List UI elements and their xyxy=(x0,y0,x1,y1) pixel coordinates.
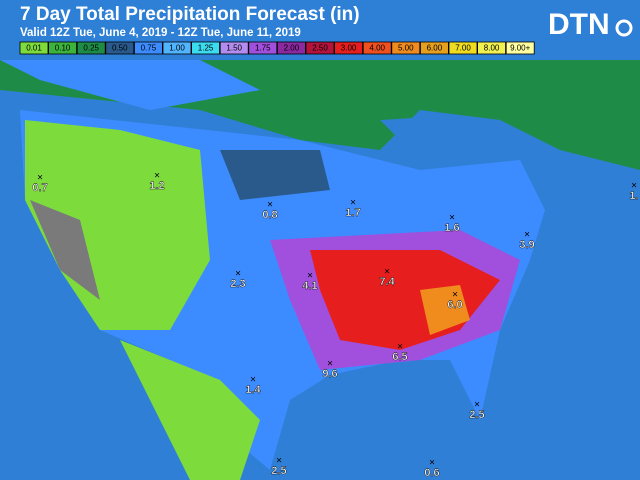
point-label: 1.4 xyxy=(245,384,261,396)
point-marker: × xyxy=(37,173,43,184)
point-marker: × xyxy=(397,342,403,353)
plains xyxy=(220,150,330,200)
point-label: 7.4 xyxy=(379,276,395,288)
legend-swatch xyxy=(162,41,192,55)
legend-swatch xyxy=(219,41,249,55)
point-marker: × xyxy=(429,458,435,469)
legend-label: 3.00 xyxy=(341,44,357,53)
legend-swatch xyxy=(448,41,478,55)
point-marker: × xyxy=(350,198,356,209)
legend-label: 4.00 xyxy=(369,44,385,53)
legend-swatch xyxy=(334,41,364,55)
subtitle: Valid 12Z Tue, June 4, 2019 - 12Z Tue, J… xyxy=(20,27,301,39)
dry-area xyxy=(30,200,100,300)
legend-label: 0.75 xyxy=(141,44,157,53)
legend-label: 2.50 xyxy=(312,44,328,53)
legend-label: 1.00 xyxy=(169,44,185,53)
canada-rain xyxy=(0,60,260,110)
legend-swatch xyxy=(105,41,135,55)
logo: DTN xyxy=(548,8,610,41)
legend-label: 0.10 xyxy=(55,44,71,53)
legend-swatch xyxy=(391,41,421,55)
title: 7 Day Total Precipitation Forecast (in) xyxy=(20,4,360,25)
point-marker: × xyxy=(235,269,241,280)
legend-swatch xyxy=(362,41,392,55)
point-marker: × xyxy=(250,375,256,386)
point-marker: × xyxy=(452,290,458,301)
point-marker: × xyxy=(327,359,333,370)
point-label: 0.7 xyxy=(32,182,47,194)
point-marker: × xyxy=(154,171,160,182)
legend-label: 9.00+ xyxy=(510,44,531,53)
point-label: 9.6 xyxy=(322,368,337,380)
point-marker: × xyxy=(631,181,637,192)
legend-label: 1.50 xyxy=(226,44,242,53)
legend-label: 7.00 xyxy=(455,44,471,53)
point-label: 2.5 xyxy=(271,465,286,477)
point-label: 6.0 xyxy=(447,299,462,311)
logo-mark xyxy=(615,19,633,37)
point-label: 0.8 xyxy=(262,209,277,221)
point-marker: × xyxy=(384,267,390,278)
legend-label: 0.25 xyxy=(83,44,99,53)
legend-label: 5.00 xyxy=(398,44,414,53)
legend-label: 0.01 xyxy=(26,44,42,53)
point-marker: × xyxy=(474,400,480,411)
legend-swatch xyxy=(248,41,278,55)
point-marker: × xyxy=(276,456,282,467)
legend-swatch xyxy=(191,41,221,55)
point-label: 1.2 xyxy=(149,180,164,192)
great-lakes xyxy=(380,115,480,160)
point-label: 1. xyxy=(629,190,638,202)
legend: 0.01 0.10 0.25 0.50 0.75 1.00 1.25 1.50 1.75 2.00… xyxy=(19,41,535,55)
point-label: 6.5 xyxy=(392,351,407,363)
legend-label: 8.00 xyxy=(484,44,500,53)
point-marker: × xyxy=(524,230,530,241)
legend-swatch xyxy=(19,41,49,55)
max-rain xyxy=(420,285,470,335)
legend-swatch xyxy=(477,41,507,55)
point-label: 2.3 xyxy=(230,278,245,290)
point-label: 1.6 xyxy=(444,222,459,234)
legend-swatch xyxy=(419,41,449,55)
point-marker: × xyxy=(307,271,313,282)
point-marker: × xyxy=(267,200,273,211)
legend-swatch xyxy=(505,41,535,55)
legend-swatch xyxy=(305,41,335,55)
legend-swatch xyxy=(133,41,163,55)
point-marker: × xyxy=(449,213,455,224)
legend-label: 1.75 xyxy=(255,44,271,53)
point-label: 3.9 xyxy=(519,239,534,251)
legend-label: 0.50 xyxy=(112,44,128,53)
legend-swatch xyxy=(76,41,106,55)
point-label: 2.5 xyxy=(469,409,484,421)
point-label: 1.7 xyxy=(345,207,360,219)
point-label: 4.1 xyxy=(302,280,317,292)
legend-label: 6.00 xyxy=(427,44,443,53)
mexico xyxy=(120,340,260,480)
legend-label: 1.25 xyxy=(198,44,214,53)
point-label: 0.6 xyxy=(424,467,439,479)
legend-swatch xyxy=(48,41,77,55)
points: ×0.7×1.2×0.8×1.7 ×1.6×3.9×2.3×4.1×7.4×6.0… xyxy=(32,171,639,479)
legend-label: 2.00 xyxy=(284,44,300,53)
legend-swatch xyxy=(276,41,306,55)
